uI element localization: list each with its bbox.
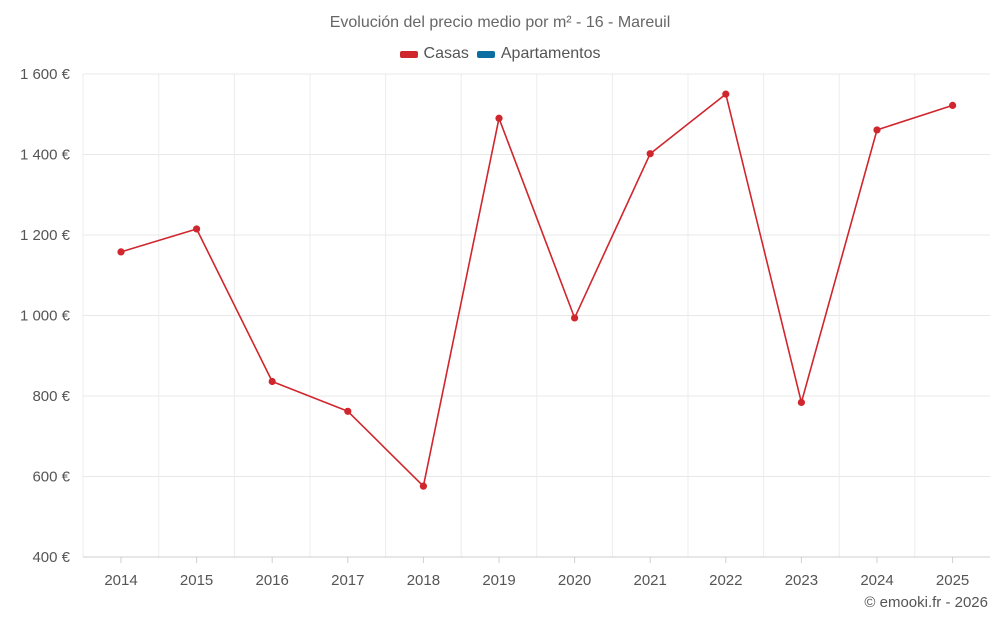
data-point[interactable]	[646, 150, 654, 158]
x-tick-label: 2015	[180, 572, 213, 589]
tick-labels: 400 € 600 € 800 € 1 000 € 1 200 € 1 400 € 1 60…	[20, 66, 969, 589]
x-tick-label: 2022	[709, 572, 742, 589]
y-tick-label: 1 600 €	[20, 66, 71, 83]
axes	[83, 556, 990, 563]
credit: © emooki.fr - 2026	[864, 594, 988, 611]
chart-title: Evolución del precio medio por m² - 16 -…	[329, 14, 671, 31]
data-point[interactable]	[419, 482, 427, 490]
data-point[interactable]	[344, 407, 352, 415]
x-tick-label: 2024	[860, 572, 893, 589]
x-tick-label: 2023	[785, 572, 818, 589]
y-tick-label: 400 €	[32, 549, 70, 566]
legend-label-casas: Casas	[423, 45, 469, 62]
data-point[interactable]	[193, 225, 201, 233]
x-tick-label: 2018	[407, 572, 440, 589]
data-point[interactable]	[949, 101, 957, 109]
data-point[interactable]	[117, 248, 125, 256]
legend-item-casas[interactable]: Casas	[399, 45, 469, 63]
y-tick-label: 600 €	[32, 469, 70, 486]
x-tick-label: 2019	[482, 572, 515, 589]
series-line-casas	[120, 93, 953, 488]
grid	[82, 73, 990, 557]
y-tick-label: 1 400 €	[20, 147, 71, 164]
data-point[interactable]	[571, 314, 579, 322]
x-tick-label: 2016	[256, 572, 289, 589]
data-point[interactable]	[722, 90, 730, 98]
x-tick-label: 2017	[331, 572, 364, 589]
legend-swatch-casas	[399, 50, 418, 58]
y-tick-label: 1 200 €	[20, 227, 71, 244]
legend-label-apartamentos: Apartamentos	[500, 45, 601, 62]
data-point[interactable]	[873, 126, 881, 134]
x-tick-label: 2025	[936, 572, 969, 589]
x-tick-label: 2021	[634, 572, 667, 589]
data-point[interactable]	[268, 377, 276, 386]
data-point[interactable]	[797, 398, 806, 407]
y-tick-label: 800 €	[32, 388, 70, 405]
series-layer	[117, 90, 957, 490]
data-point[interactable]	[495, 114, 503, 122]
legend-swatch-apartamentos	[476, 50, 495, 58]
legend: Casas Apartamentos	[0, 45, 1000, 63]
legend-item-apartamentos[interactable]: Apartamentos	[476, 45, 601, 63]
y-tick-label: 1 000 €	[20, 308, 71, 325]
x-tick-label: 2014	[104, 572, 137, 589]
x-tick-label: 2020	[558, 572, 591, 589]
